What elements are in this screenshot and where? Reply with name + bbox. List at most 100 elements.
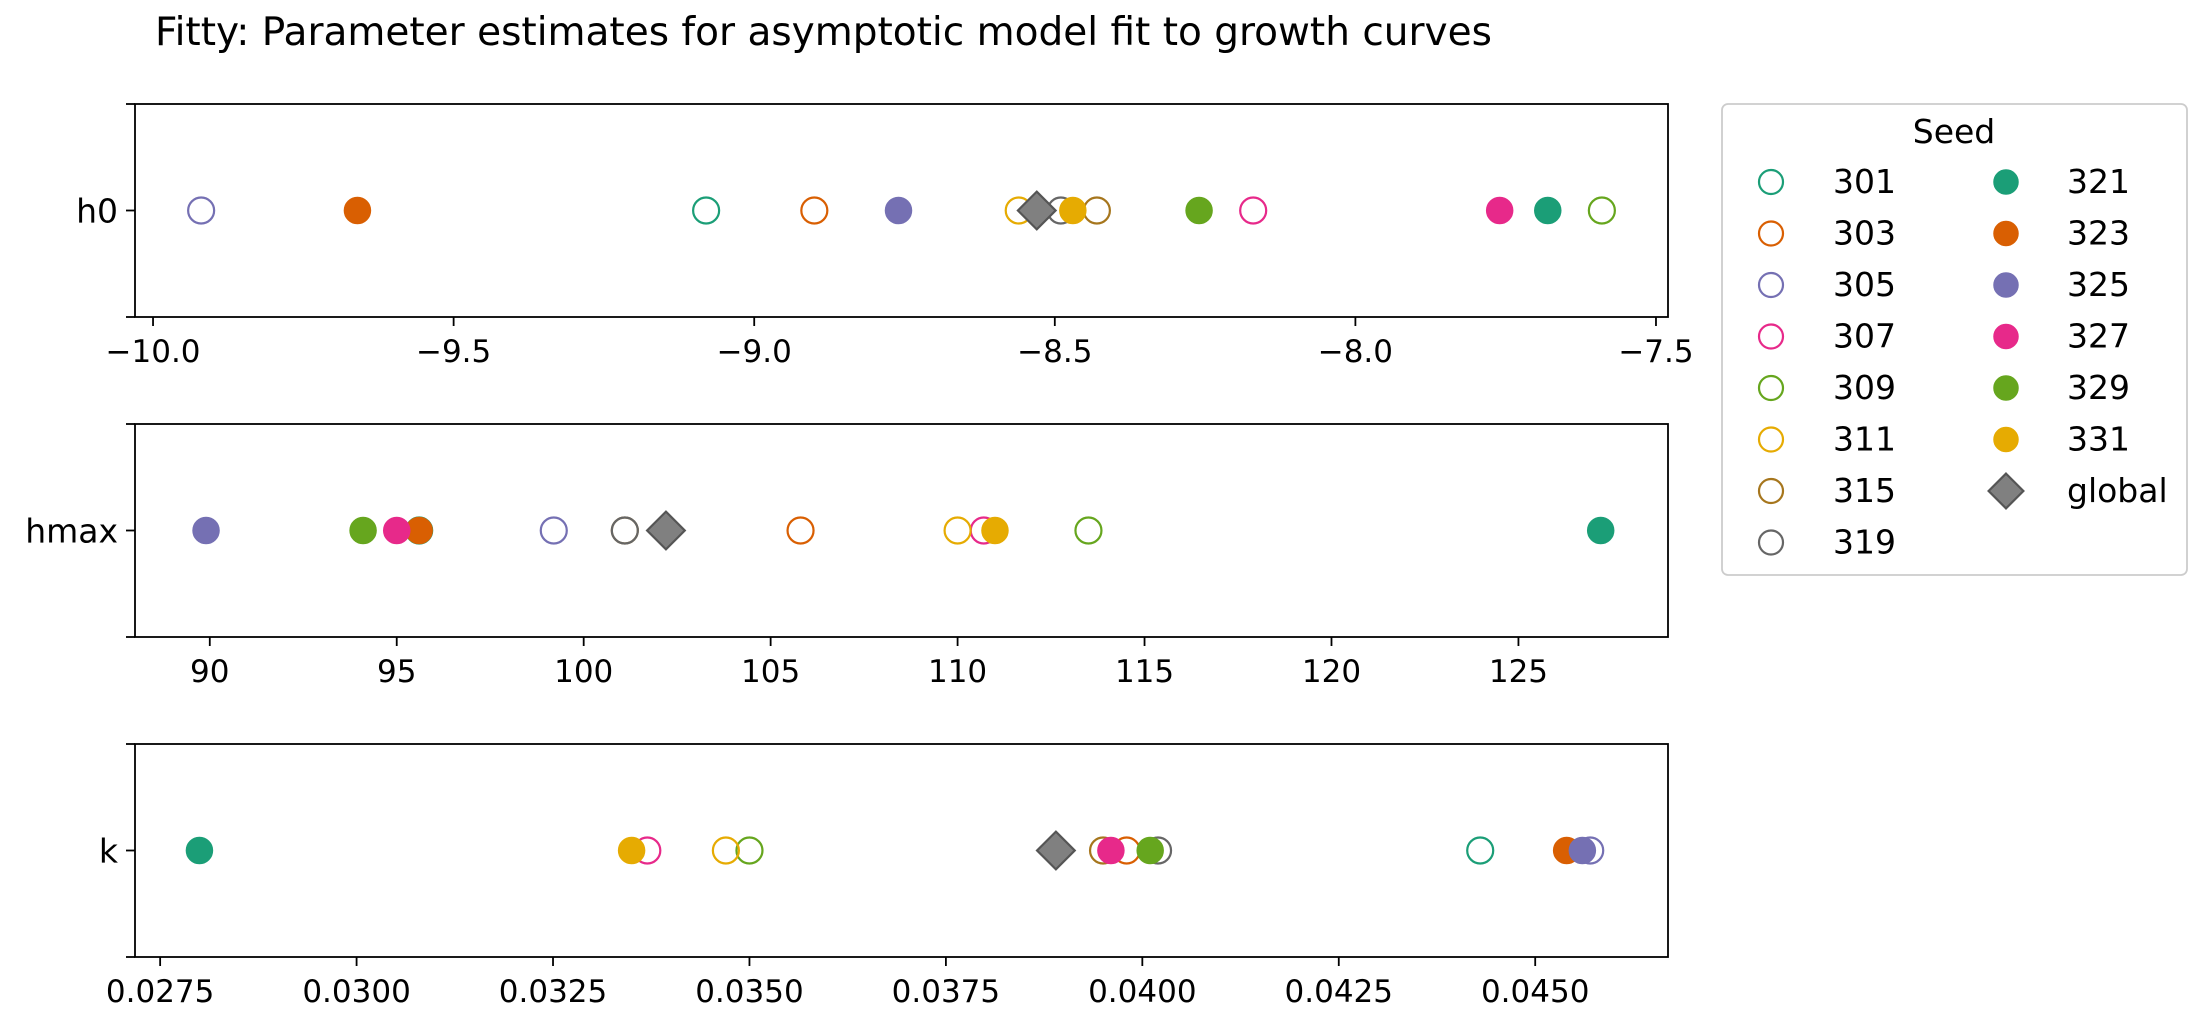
point-k-321 [185, 836, 214, 865]
legend-label: 319 [1833, 523, 1896, 562]
point-h0-301 [692, 196, 721, 225]
point-hmax-311 [943, 516, 972, 545]
x-tick-label: 90 [190, 654, 229, 690]
legend-item-307: 307 [1757, 317, 1896, 356]
point-k-global [1035, 830, 1077, 871]
x-tick-label: 100 [554, 654, 613, 690]
legend-item-327: 327 [1993, 317, 2130, 356]
x-tick-label: 95 [377, 654, 416, 690]
legend-marker [1757, 374, 1785, 402]
legend-item-301: 301 [1757, 162, 1896, 201]
legend-marker [1993, 272, 2019, 298]
point-k-311 [711, 836, 740, 865]
x-tick-label: 125 [1489, 654, 1548, 690]
panels: h0 −10.0 −9.5 −9.0 −8.5 −8.0 −7.5 hmax 90 95 100 10… [25, 103, 1694, 1010]
legend-item-331: 331 [1993, 420, 2130, 459]
legend-label: 323 [2067, 214, 2130, 253]
legend-label: 315 [1833, 471, 1896, 510]
legend-item-global: global [1987, 471, 2168, 510]
point-h0-331 [1059, 196, 1087, 225]
legend-label: global [2067, 471, 2168, 510]
legend-item-325: 325 [1993, 265, 2130, 304]
legend-label: 327 [2067, 317, 2130, 356]
x-tick-label: 115 [1115, 654, 1174, 690]
legend-marker [1993, 375, 2019, 401]
point-h0-321 [1534, 196, 1562, 225]
panel-hmax: hmax 90 95 100 105 110 115 120 125 [25, 423, 1669, 690]
point-hmax-327 [382, 516, 411, 545]
x-tick-label: 0.0325 [499, 974, 607, 1010]
x-tick-label: −9.5 [416, 334, 491, 370]
legend-marker [1757, 529, 1785, 556]
legend-marker [1987, 472, 2025, 510]
y-axis-label: h0 [76, 192, 118, 231]
legend-marker [1757, 168, 1785, 196]
legend-marker [1757, 426, 1785, 453]
legend-item-323: 323 [1993, 214, 2130, 253]
x-tick-label: −8.5 [1017, 334, 1092, 370]
legend-item-329: 329 [1993, 368, 2130, 407]
legend-label: 325 [2067, 265, 2130, 304]
legend-item-311: 311 [1757, 420, 1896, 459]
x-tick-label: −10.0 [106, 334, 201, 370]
legend-item-305: 305 [1757, 265, 1896, 304]
legend-item-319: 319 [1757, 523, 1896, 562]
panel-h0: h0 −10.0 −9.5 −9.0 −8.5 −8.0 −7.5 [76, 103, 1694, 370]
legend-marker [1757, 271, 1785, 299]
point-h0-309 [1587, 196, 1616, 225]
chart-title: Fitty: Parameter estimates for asymptoti… [155, 10, 1492, 55]
legend-label: 321 [2067, 162, 2130, 201]
x-tick-label: 0.0275 [106, 974, 214, 1010]
legend-marker [1757, 323, 1785, 350]
x-tick-label: −8.0 [1318, 334, 1393, 370]
x-tick-label: −7.5 [1618, 334, 1693, 370]
legend-label: 307 [1833, 317, 1896, 356]
legend-marker [1757, 220, 1785, 247]
y-axis-label: hmax [25, 512, 118, 551]
point-hmax-319 [610, 516, 639, 545]
y-axis-label: k [99, 832, 119, 871]
point-hmax-global [645, 510, 687, 551]
x-tick-label: 0.0300 [302, 974, 410, 1010]
point-k-327 [1097, 836, 1125, 865]
x-tick-label: −9.0 [717, 334, 792, 370]
point-k-309 [735, 836, 764, 865]
legend-marker [1993, 323, 2019, 350]
x-tick-label: 0.0450 [1481, 974, 1589, 1010]
axes-frame [134, 743, 1669, 958]
point-k-331 [617, 836, 646, 865]
legend-marker [1993, 220, 2019, 247]
legend-title: Seed [1913, 112, 1996, 151]
point-k-301 [1466, 836, 1495, 865]
point-hmax-303 [786, 516, 815, 545]
legend-label: 311 [1833, 420, 1896, 459]
x-tick-label: 110 [928, 654, 987, 690]
legend-frame [1721, 103, 2188, 576]
legend-item-321: 321 [1993, 162, 2130, 201]
legend-label: 303 [1833, 214, 1896, 253]
point-h0-329 [1185, 196, 1213, 225]
legend-marker [1757, 477, 1785, 505]
point-hmax-329 [349, 516, 377, 545]
legend-item-315: 315 [1757, 471, 1896, 510]
legend-item-303: 303 [1757, 214, 1896, 253]
x-tick-label: 0.0400 [1088, 974, 1196, 1010]
legend-marker [1993, 169, 2019, 195]
x-tick-label: 0.0375 [892, 974, 1000, 1010]
point-h0-323 [343, 196, 372, 225]
point-h0-327 [1485, 196, 1514, 225]
x-tick-label: 0.0350 [695, 974, 803, 1010]
legend-label: 309 [1833, 368, 1896, 407]
legend-marker [1993, 426, 2019, 453]
legend-label: 329 [2067, 368, 2130, 407]
point-h0-315 [1082, 196, 1111, 225]
point-h0-307 [1239, 196, 1268, 225]
point-h0-global [1016, 190, 1058, 231]
point-hmax-321 [1586, 516, 1615, 545]
legend-label: 301 [1833, 162, 1896, 201]
point-h0-305 [187, 196, 216, 225]
point-hmax-325 [192, 516, 220, 545]
point-h0-303 [800, 196, 829, 225]
point-hmax-309 [1074, 516, 1103, 545]
